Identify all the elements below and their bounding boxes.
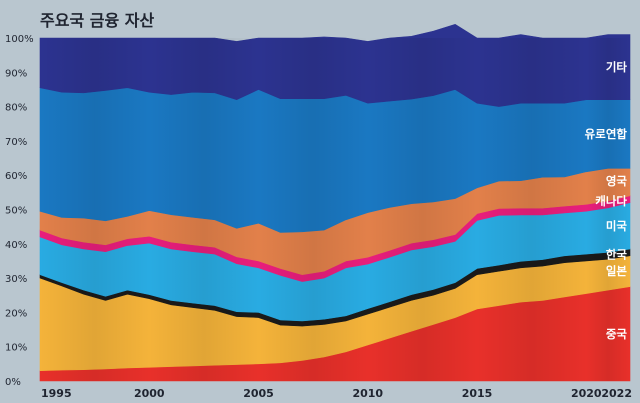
y-tick-label: 30% [5, 274, 27, 285]
series-label-7: 유로연합 [585, 127, 628, 141]
series-label-4: 미국 [606, 219, 628, 233]
y-tick-label: 20% [5, 308, 27, 319]
series-label-2: 일본 [606, 264, 628, 278]
column-band [477, 38, 587, 381]
column-bands [40, 38, 630, 381]
column-band [367, 38, 478, 381]
column-band [258, 38, 368, 381]
y-tick-label: 60% [5, 171, 27, 182]
x-tick-label: 2005 [243, 387, 274, 400]
series-label-5: 캐나다 [595, 194, 627, 208]
y-tick-label: 90% [5, 68, 27, 79]
y-axis: 0% 10% 20% 30% 40% 50% 60% 70% 80% 90% 100% [5, 34, 34, 388]
x-tick-label: 2022 [601, 387, 632, 400]
y-tick-label: 0% [5, 377, 21, 388]
y-tick-label: 50% [5, 206, 27, 217]
x-tick-label: 1995 [41, 387, 72, 400]
y-tick-label: 70% [5, 137, 27, 148]
y-tick-label: 10% [5, 343, 27, 354]
x-axis: 1995 2000 2005 2010 2015 2020 2022 [41, 387, 632, 400]
x-tick-label: 2000 [134, 387, 165, 400]
series-label-6: 영국 [606, 174, 628, 188]
chart-title: 주요국 금융 자산 [40, 11, 154, 30]
series-label-3: 한국 [606, 247, 628, 261]
series-labels: 중국 일본 한국 미국 캐나다 영국 유로연합 기타 [585, 60, 628, 341]
y-tick-label: 80% [5, 103, 27, 114]
x-tick-label: 2015 [462, 387, 493, 400]
y-tick-label: 100% [5, 34, 34, 45]
column-band [149, 38, 259, 381]
y-tick-label: 40% [5, 240, 27, 251]
x-tick-label: 2010 [352, 387, 383, 400]
series-label-1: 중국 [606, 327, 628, 341]
series-label-8: 기타 [606, 60, 628, 74]
column-band [40, 38, 150, 381]
column-band [586, 38, 630, 381]
x-tick-label: 2020 [571, 387, 602, 400]
